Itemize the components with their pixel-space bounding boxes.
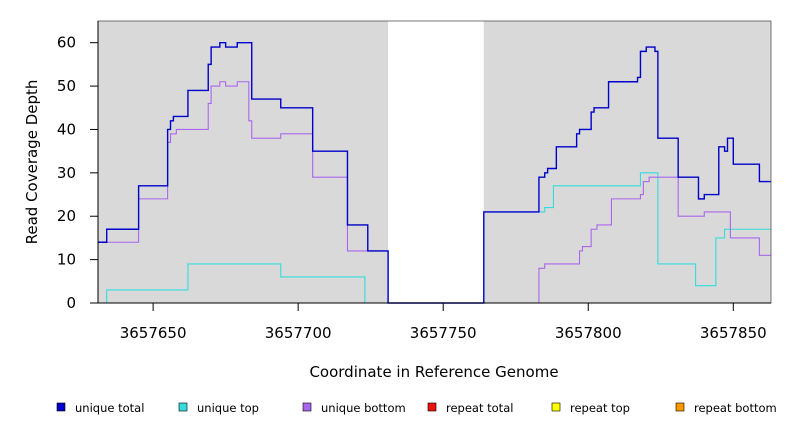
x-tick-label: 3657800 [555,324,622,342]
legend-swatch-repeat-total [427,402,437,412]
x-tick-label: 3657700 [265,324,332,342]
series-unique-top [98,172,771,304]
legend-label-repeat-top: repeat top [570,401,630,415]
legend-label-unique-bottom: unique bottom [321,401,406,415]
legend-swatch-unique-top [178,402,188,412]
series-unique-total [98,41,771,304]
legend-swatch-repeat-bottom [675,402,685,412]
legend-swatch-repeat-top [551,402,561,412]
x-tick-label: 3657650 [120,324,187,342]
y-axis: 0 10 20 30 40 50 60 [57,21,99,312]
y-tick-label: 0 [66,294,76,312]
shaded-region-2 [483,21,771,303]
plot-shading [98,21,771,303]
y-tick-label: 60 [57,34,76,52]
y-tick-label: 30 [57,164,76,182]
x-axis: 3657650 3657700 3657750 3657800 3657850 [98,302,771,342]
legend-label-repeat-total: repeat total [446,401,513,415]
legend-label-unique-total: unique total [75,401,144,415]
y-tick-label: 50 [57,77,76,95]
x-tick-label: 3657850 [700,324,767,342]
legend: unique total unique top unique bottom repea… [56,401,777,415]
y-tick-label: 40 [57,120,76,138]
y-axis-title: Read Coverage Depth [23,80,41,245]
legend-swatch-unique-bottom [302,402,312,412]
legend-label-repeat-bottom: repeat bottom [694,401,777,415]
legend-label-unique-top: unique top [197,401,259,415]
y-tick-label: 20 [57,207,76,225]
x-tick-label: 3657750 [410,324,477,342]
x-axis-title: Coordinate in Reference Genome [309,363,558,381]
legend-swatch-unique-total [56,402,66,412]
shaded-region-1 [98,21,389,303]
y-tick-label: 10 [57,251,76,269]
